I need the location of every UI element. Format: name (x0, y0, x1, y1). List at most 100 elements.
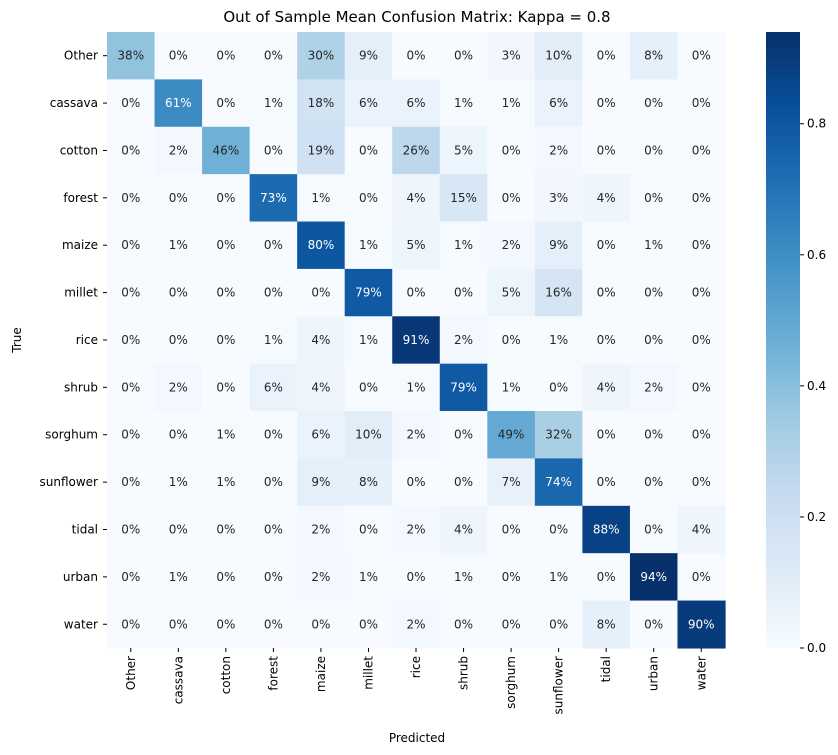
y-tick-label: urban (63, 570, 98, 584)
cell-value-label: 0% (264, 49, 283, 63)
heatmap-cell (392, 505, 441, 554)
heatmap-cell (202, 268, 251, 317)
cell-value-label: 1% (502, 96, 521, 110)
cell-value-label: 5% (454, 143, 473, 157)
cell-value-label: 0% (216, 380, 235, 394)
x-tick-label: tidal (599, 656, 613, 682)
heatmap-cell (534, 553, 583, 602)
cell-value-label: 0% (549, 522, 568, 536)
heatmap-cell (154, 505, 203, 554)
cell-value-label: 0% (502, 522, 521, 536)
cell-value-label: 0% (121, 191, 140, 205)
heatmap-cell (534, 316, 583, 365)
cell-value-label: 0% (169, 191, 188, 205)
heatmap-cell (439, 363, 488, 412)
heatmap-cell (297, 600, 346, 649)
cell-value-label: 0% (264, 428, 283, 442)
heatmap-cell (344, 221, 393, 270)
heatmap-cell (487, 79, 536, 128)
heatmap-cell (439, 458, 488, 507)
heatmap-cell (249, 553, 298, 602)
cell-value-label: 2% (454, 333, 473, 347)
y-tick-label: cassava (50, 96, 98, 110)
cell-value-label: 0% (454, 286, 473, 300)
heatmap-cell (677, 553, 726, 602)
cell-value-label: 0% (264, 143, 283, 157)
heatmap-cell (677, 126, 726, 175)
cell-value-label: 0% (644, 333, 663, 347)
cell-value-label: 1% (502, 380, 521, 394)
heatmap-cell (107, 505, 156, 554)
x-tick-label: sorghum (504, 656, 518, 709)
cell-value-label: 1% (549, 333, 568, 347)
cell-value-label: 0% (359, 617, 378, 631)
heatmap-cell (439, 174, 488, 223)
cell-value-label: 0% (121, 475, 140, 489)
cell-value-label: 2% (169, 380, 188, 394)
cell-value-label: 0% (169, 428, 188, 442)
heatmap-cell (439, 268, 488, 317)
heatmap-cell (249, 505, 298, 554)
cell-value-label: 0% (597, 333, 616, 347)
cell-value-label: 79% (355, 286, 382, 300)
cell-value-label: 61% (165, 96, 192, 110)
heatmap-cell (297, 505, 346, 554)
heatmap-cell (202, 363, 251, 412)
heatmap-cell (582, 600, 631, 649)
heatmap-cell (439, 600, 488, 649)
cell-value-label: 1% (454, 238, 473, 252)
heatmap-cell (297, 221, 346, 270)
cell-value-label: 0% (692, 191, 711, 205)
heatmap-cell (534, 174, 583, 223)
heatmap-cell (582, 32, 631, 80)
cell-value-label: 0% (644, 286, 663, 300)
cell-value-label: 0% (169, 522, 188, 536)
heatmap-cell (154, 411, 203, 460)
heatmap-cell (297, 411, 346, 460)
heatmap-cell (677, 411, 726, 460)
cell-value-label: 0% (644, 191, 663, 205)
cell-value-label: 0% (169, 333, 188, 347)
heatmap-cell (344, 174, 393, 223)
heatmap-cell (154, 316, 203, 365)
cell-value-label: 0% (597, 238, 616, 252)
cell-value-label: 0% (121, 380, 140, 394)
heatmap-cell (202, 505, 251, 554)
cell-value-label: 0% (216, 49, 235, 63)
y-tick-label: cotton (60, 143, 98, 157)
heatmap-cell (249, 221, 298, 270)
heatmap-cell (487, 221, 536, 270)
chart-title: Out of Sample Mean Confusion Matrix: Kap… (223, 8, 610, 26)
heatmap-cell (154, 126, 203, 175)
cell-value-label: 0% (121, 238, 140, 252)
cell-value-label: 0% (169, 617, 188, 631)
cell-value-label: 0% (264, 522, 283, 536)
colorbar-tick-label: 0.6 (807, 248, 826, 262)
cell-value-label: 6% (264, 380, 283, 394)
cell-value-label: 0% (216, 96, 235, 110)
colorbar-tick-label: 0.0 (807, 641, 826, 655)
cell-value-label: 3% (549, 191, 568, 205)
heatmap-cell (297, 174, 346, 223)
cell-value-label: 0% (549, 380, 568, 394)
heatmap-cell (344, 505, 393, 554)
cell-value-label: 19% (308, 143, 335, 157)
heatmap-cell (202, 553, 251, 602)
heatmap-cell (107, 411, 156, 460)
heatmap-cell (534, 79, 583, 128)
heatmap-cell (487, 363, 536, 412)
x-tick-label: Other (124, 656, 138, 690)
heatmap-cell (202, 600, 251, 649)
cell-value-label: 0% (406, 49, 425, 63)
heatmap-cell (677, 174, 726, 223)
cell-value-label: 94% (640, 570, 667, 584)
cell-value-label: 3% (502, 49, 521, 63)
cell-value-label: 49% (498, 428, 525, 442)
cell-value-label: 4% (597, 191, 616, 205)
heatmap-cell (439, 79, 488, 128)
cell-value-label: 0% (454, 49, 473, 63)
heatmap-cell (487, 174, 536, 223)
cell-value-label: 5% (406, 238, 425, 252)
cell-value-label: 0% (216, 191, 235, 205)
cell-value-label: 0% (359, 191, 378, 205)
